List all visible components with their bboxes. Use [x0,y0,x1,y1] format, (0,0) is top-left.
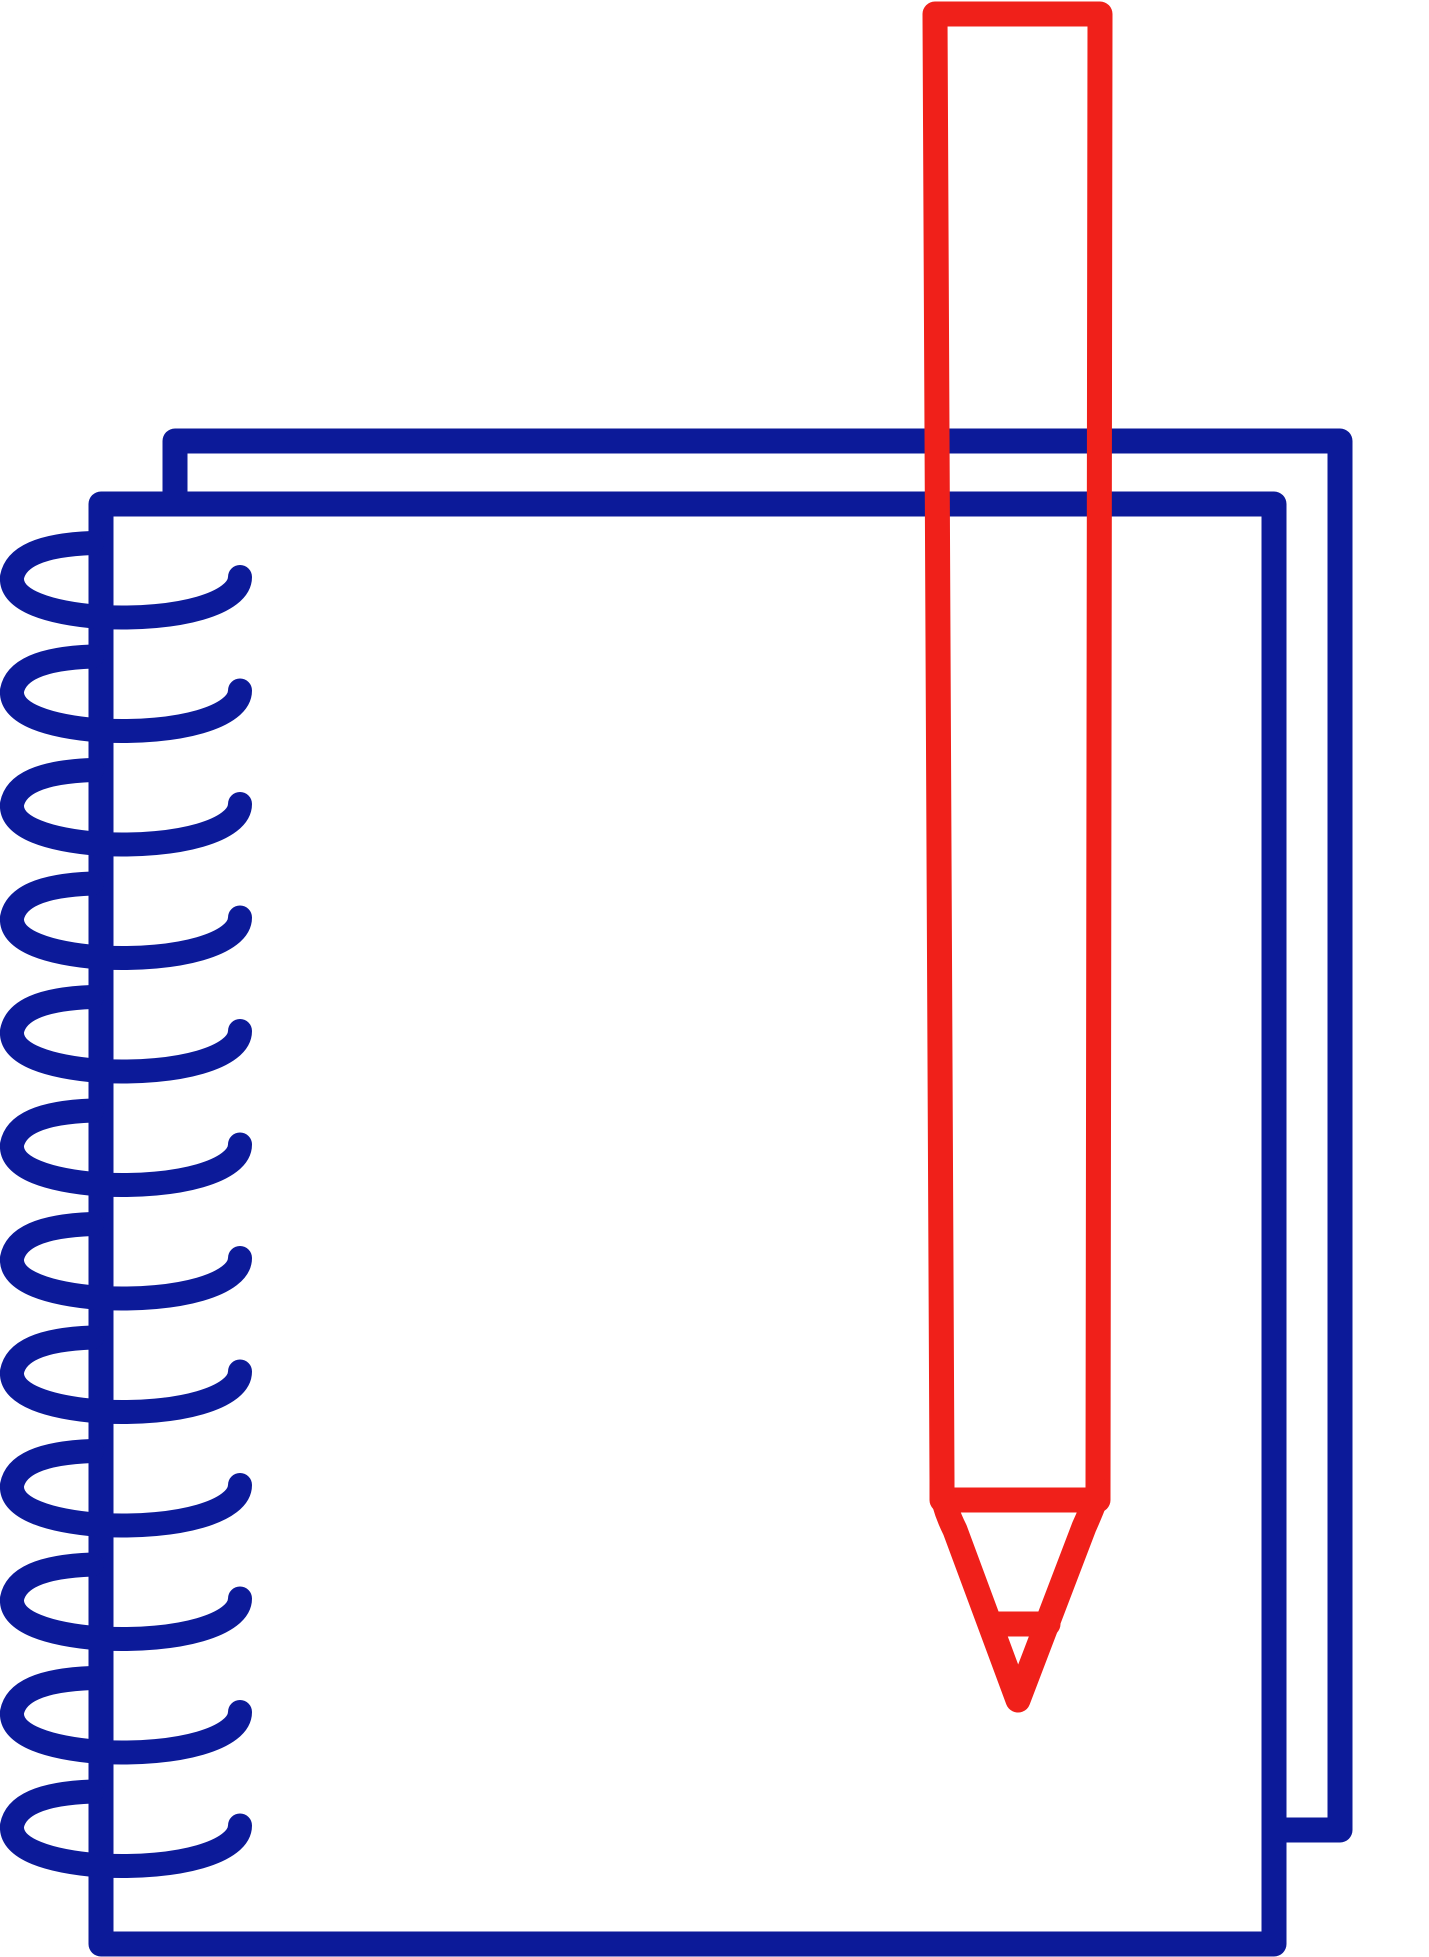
spiral-ring [0,1098,252,1198]
pencil-body [922,1,1113,1513]
spiral-ring [0,531,252,630]
spiral-ring [0,758,252,857]
spiral-ring [0,1212,252,1311]
spiral-ring [0,871,252,971]
spiral-ring [0,1779,252,1879]
spiral-ring [0,644,252,744]
spiral-ring [0,1552,252,1652]
spiral-ring [0,1666,252,1765]
pencil-icon [922,1,1113,1713]
notebook-icon [0,428,1353,1957]
spiral-ring [0,1439,252,1538]
spiral-ring [0,1325,252,1425]
notebook-back-page [162,428,1353,1843]
notebook-spiral [0,531,252,1879]
spiral-ring [0,985,252,1084]
pencil-tip [929,1477,1111,1713]
